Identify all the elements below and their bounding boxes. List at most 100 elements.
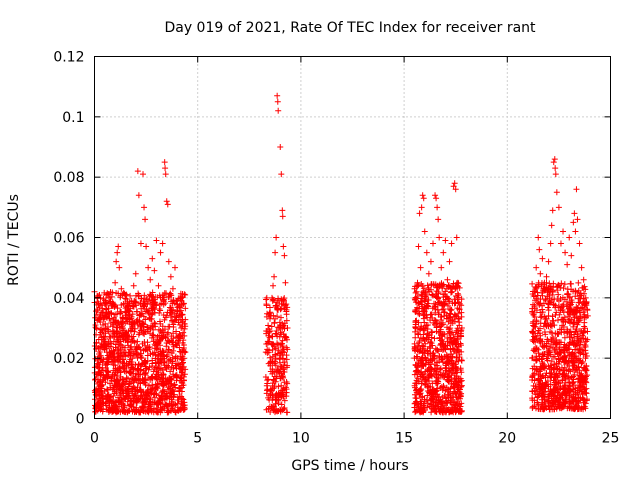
data-point <box>180 406 187 413</box>
data-point <box>582 355 589 362</box>
data-point <box>145 309 152 316</box>
data-point <box>135 331 142 338</box>
data-point <box>436 298 443 305</box>
data-point <box>453 234 460 241</box>
data-point <box>116 341 123 348</box>
data-point <box>411 400 418 407</box>
data-point <box>424 392 431 399</box>
data-point <box>120 401 127 408</box>
data-point <box>529 355 536 362</box>
data-point <box>181 320 188 327</box>
data-point <box>577 346 584 353</box>
grid-layer <box>94 56 611 419</box>
data-point <box>166 293 173 300</box>
data-point <box>167 314 174 321</box>
data-point <box>108 405 115 412</box>
data-point <box>98 382 105 389</box>
data-point <box>419 192 426 199</box>
data-point <box>453 344 460 351</box>
data-point <box>263 302 270 309</box>
data-point <box>542 296 549 303</box>
data-point <box>144 352 151 359</box>
data-point <box>95 361 102 368</box>
data-point <box>434 346 441 353</box>
data-point <box>139 375 146 382</box>
data-point <box>153 237 160 244</box>
data-point <box>147 405 154 412</box>
data-point <box>165 380 172 387</box>
data-point <box>446 258 453 265</box>
data-point <box>165 258 172 265</box>
data-point <box>276 356 283 363</box>
data-point <box>143 365 150 372</box>
data-point <box>548 374 555 381</box>
data-point <box>564 261 571 268</box>
data-point <box>104 386 111 393</box>
data-point <box>113 258 120 265</box>
data-point <box>559 403 566 410</box>
data-point <box>125 407 132 414</box>
y-tick-label: 0.02 <box>53 351 84 367</box>
data-point <box>170 306 177 313</box>
data-point <box>159 240 166 247</box>
data-point <box>138 312 145 319</box>
data-point <box>274 333 281 340</box>
data-point <box>580 351 587 358</box>
data-point <box>152 299 159 306</box>
data-point <box>454 296 461 303</box>
data-point <box>554 317 561 324</box>
data-point <box>94 380 101 387</box>
data-point <box>281 252 288 259</box>
data-point <box>559 322 566 329</box>
data-point <box>435 405 442 412</box>
data-point <box>141 328 148 335</box>
x-tick-label: 20 <box>498 431 516 447</box>
data-point <box>108 309 115 316</box>
data-point <box>119 390 126 397</box>
data-point <box>438 264 445 271</box>
data-point <box>562 399 569 406</box>
data-point <box>112 279 119 286</box>
data-point <box>532 383 539 390</box>
data-point <box>582 389 589 396</box>
data-point <box>450 280 457 287</box>
data-point <box>453 283 460 290</box>
data-point <box>275 407 282 414</box>
data-point <box>455 394 462 401</box>
data-point <box>266 329 273 336</box>
data-point <box>105 339 112 346</box>
data-point <box>563 357 570 364</box>
data-point <box>571 367 578 374</box>
data-point <box>142 380 149 387</box>
data-point <box>176 388 183 395</box>
data-point <box>532 288 539 295</box>
data-point <box>537 320 544 327</box>
data-point <box>572 293 579 300</box>
data-point <box>97 300 104 307</box>
data-point <box>539 309 546 316</box>
data-point <box>551 156 558 163</box>
data-point <box>552 302 559 309</box>
data-point <box>175 338 182 345</box>
data-point <box>156 318 163 325</box>
data-point <box>269 380 276 387</box>
data-point <box>264 386 271 393</box>
data-point <box>141 300 148 307</box>
data-point <box>157 336 164 343</box>
data-point <box>161 362 168 369</box>
data-point <box>568 252 575 259</box>
data-point <box>559 404 566 411</box>
data-point <box>271 383 278 390</box>
data-point <box>539 255 546 262</box>
data-point <box>417 370 424 377</box>
data-point <box>539 353 546 360</box>
data-point <box>574 333 581 340</box>
data-point <box>417 408 424 415</box>
data-point <box>123 303 130 310</box>
data-point <box>570 382 577 389</box>
data-point <box>544 304 551 311</box>
data-point <box>144 408 151 415</box>
data-point <box>420 325 427 332</box>
data-point <box>435 299 442 306</box>
data-point <box>144 324 151 331</box>
